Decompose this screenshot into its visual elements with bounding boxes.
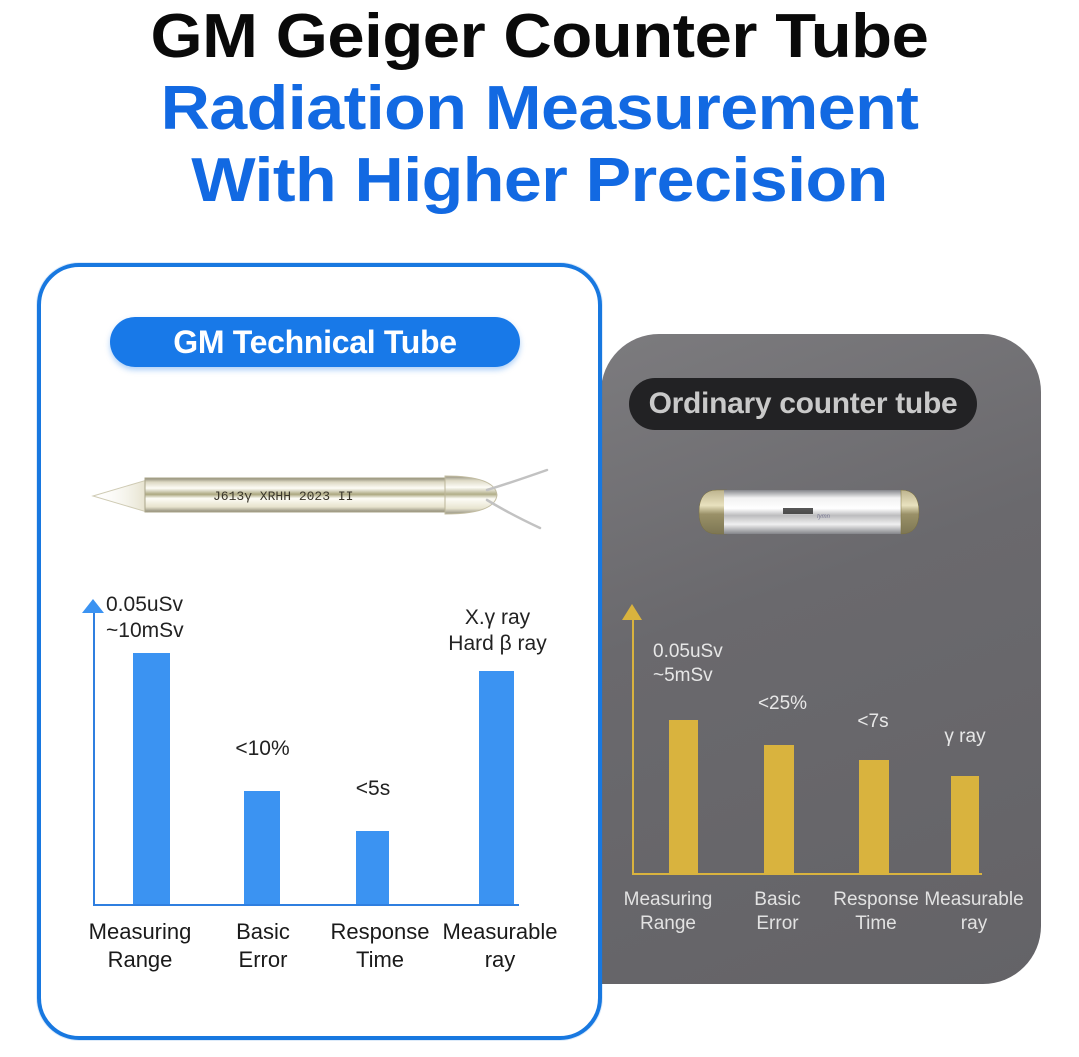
svg-text:J613γ XRHH 2023 II: J613γ XRHH 2023 II: [213, 489, 353, 504]
svg-text:fymn: fymn: [817, 514, 831, 520]
